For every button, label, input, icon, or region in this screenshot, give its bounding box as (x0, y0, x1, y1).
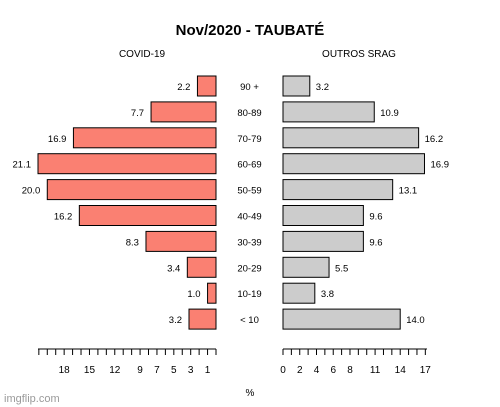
age-group-label: 90 + (240, 82, 259, 93)
covid-bar (207, 282, 217, 304)
outros-bar (282, 179, 394, 201)
covid-bar (186, 256, 217, 278)
covid-bar-value: 1.0 (187, 289, 200, 300)
age-group-labels: 90 + 80-89 70-79 60-69 50-59 40-49 30-39 20-29 1… (237, 82, 261, 326)
covid-bar-value: 3.4 (167, 263, 180, 274)
covid-x-axis: 18 15 12 9 7 5 3 1 (38, 348, 217, 376)
covid-bar-value: 3.2 (169, 315, 182, 326)
covid-bar (46, 179, 217, 201)
outros-bar (282, 101, 375, 123)
outros-series-label: OUTROS SRAG (322, 49, 396, 60)
outros-bar-value: 16.9 (430, 160, 449, 171)
covid-tick-label: 15 (84, 365, 96, 376)
outros-tick-label: 14 (395, 365, 407, 376)
outros-bar-value: 13.1 (399, 186, 418, 197)
covid-bar-value: 7.7 (131, 108, 144, 119)
covid-bar-value: 21.1 (13, 160, 32, 171)
covid-tick-label: 5 (171, 365, 177, 376)
age-group-label: 20-29 (237, 263, 261, 274)
covid-bar-value: 16.9 (48, 134, 67, 145)
outros-bar (282, 205, 364, 226)
covid-bar (145, 230, 217, 252)
age-group-label: 10-19 (237, 289, 261, 300)
outros-bar-value: 3.8 (321, 289, 334, 300)
outros-bar-value: 16.2 (425, 134, 444, 145)
outros-bar (282, 127, 420, 149)
outros-bar (282, 308, 401, 330)
covid-tick-label: 9 (137, 365, 143, 376)
age-group-label: 60-69 (237, 160, 261, 171)
covid-tick-label: 1 (205, 365, 211, 376)
outros-bar (282, 230, 364, 252)
covid-bar-value: 16.2 (54, 212, 73, 223)
covid-bar-value: 20.0 (22, 186, 41, 197)
age-group-label: 40-49 (237, 212, 261, 223)
covid-series-label: COVID-19 (119, 49, 166, 60)
outros-bar-value: 9.6 (369, 212, 382, 223)
covid-bar (150, 101, 217, 123)
age-group-label: 50-59 (237, 186, 261, 197)
covid-bar-value: 8.3 (126, 237, 139, 248)
covid-bars: 2.2 7.7 16.9 21.1 20.0 16.2 8.3 3.4 1.0 3.2 (13, 75, 217, 330)
covid-tick-label: 7 (154, 365, 160, 376)
covid-tick-label: 18 (59, 365, 71, 376)
outros-tick-label: 17 (420, 365, 432, 376)
age-group-label: 80-89 (237, 108, 261, 119)
outros-bar-value: 14.0 (406, 315, 425, 326)
age-group-label: < 10 (240, 315, 259, 326)
covid-bar (72, 127, 217, 149)
outros-bar-value: 5.5 (335, 263, 348, 274)
outros-bar (282, 256, 330, 278)
chart-title: Nov/2020 - TAUBATÉ (176, 22, 325, 39)
outros-tick-label: 2 (297, 365, 303, 376)
covid-bar (196, 75, 217, 97)
covid-tick-label: 3 (188, 365, 194, 376)
covid-bar-value: 2.2 (177, 82, 190, 93)
covid-bar (188, 308, 217, 330)
covid-bar (37, 153, 217, 175)
outros-tick-label: 8 (347, 365, 353, 376)
outros-bar (282, 75, 311, 97)
outros-tick-label: 4 (314, 365, 320, 376)
outros-bar (282, 282, 316, 304)
covid-tick-label: 12 (109, 365, 121, 376)
outros-tick-label: 0 (280, 365, 286, 376)
covid-bar (78, 205, 217, 226)
watermark: imgflip.com (4, 393, 60, 405)
outros-x-axis: 0 2 4 6 8 11 14 17 (280, 348, 432, 376)
outros-bar-value: 10.9 (380, 108, 399, 119)
outros-tick-label: 6 (330, 365, 336, 376)
outros-bar-value: 3.2 (316, 82, 329, 93)
outros-bars: 3.2 10.9 16.2 16.9 13.1 9.6 9.6 5.5 3.8 14.0 (282, 75, 449, 330)
outros-bar-value: 9.6 (369, 237, 382, 248)
x-axis-label: % (246, 388, 255, 399)
age-group-label: 30-39 (237, 237, 261, 248)
age-group-label: 70-79 (237, 134, 261, 145)
outros-bar (282, 153, 425, 175)
outros-tick-label: 11 (370, 365, 381, 376)
